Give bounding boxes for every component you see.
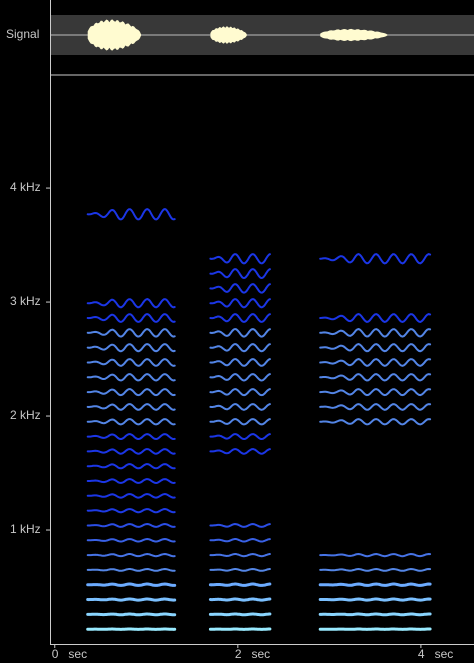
x-tick-label: 2 sec <box>235 647 270 661</box>
y-tick-label: 2 kHz <box>10 408 41 422</box>
harmonic <box>86 507 176 514</box>
y-tick-label: 3 kHz <box>10 294 41 308</box>
harmonic <box>86 313 176 323</box>
harmonic <box>86 522 176 528</box>
harmonic <box>209 537 271 543</box>
harmonic <box>209 358 271 367</box>
harmonic <box>209 313 271 323</box>
signal-label: Signal <box>6 27 39 41</box>
y-tick-label: 4 kHz <box>10 180 41 194</box>
waveform <box>87 19 175 51</box>
harmonic <box>319 313 432 323</box>
harmonic <box>209 418 271 426</box>
harmonic <box>86 612 177 617</box>
harmonic <box>319 343 432 353</box>
harmonic <box>86 597 177 602</box>
harmonic <box>86 478 176 485</box>
harmonic <box>86 373 176 382</box>
harmonic <box>86 448 176 455</box>
harmonic <box>319 388 432 397</box>
x-tick-label: 0 sec <box>52 647 87 661</box>
harmonic <box>319 373 432 382</box>
harmonic <box>86 343 176 353</box>
harmonic <box>209 343 271 353</box>
harmonic <box>86 582 177 587</box>
y-tick-label: 1 kHz <box>10 522 41 536</box>
harmonic <box>86 537 176 543</box>
harmonic <box>86 418 176 426</box>
harmonic <box>86 328 176 338</box>
harmonic <box>209 403 271 411</box>
harmonic <box>86 567 176 572</box>
harmonic <box>86 208 176 221</box>
harmonic <box>209 283 271 294</box>
harmonic <box>86 552 176 558</box>
harmonic <box>86 388 176 397</box>
harmonic <box>209 298 271 309</box>
harmonic <box>319 567 432 572</box>
waveform <box>320 28 431 42</box>
harmonic <box>209 448 271 455</box>
harmonic <box>209 388 271 397</box>
harmonic <box>319 253 432 265</box>
harmonic <box>209 373 271 382</box>
harmonic <box>319 358 432 367</box>
harmonic <box>318 597 432 602</box>
harmonic <box>209 253 271 265</box>
harmonic <box>208 582 272 587</box>
harmonic <box>209 567 271 572</box>
harmonic <box>86 463 176 470</box>
harmonic <box>209 268 271 280</box>
harmonic <box>86 433 176 441</box>
harmonic <box>86 492 176 499</box>
harmonic <box>209 433 271 440</box>
harmonic <box>318 582 432 587</box>
harmonic <box>86 403 176 411</box>
harmonic <box>319 403 432 411</box>
harmonic <box>208 597 272 602</box>
harmonic <box>86 298 176 309</box>
harmonic <box>209 328 271 338</box>
harmonic <box>209 552 271 558</box>
harmonic <box>319 418 432 426</box>
harmonic <box>86 358 176 367</box>
waveform <box>210 26 270 44</box>
x-tick-label: 4 sec <box>418 647 453 661</box>
harmonic <box>318 612 432 617</box>
harmonic <box>208 612 272 617</box>
harmonic <box>209 522 271 528</box>
harmonic <box>319 552 432 558</box>
harmonic <box>319 328 432 338</box>
